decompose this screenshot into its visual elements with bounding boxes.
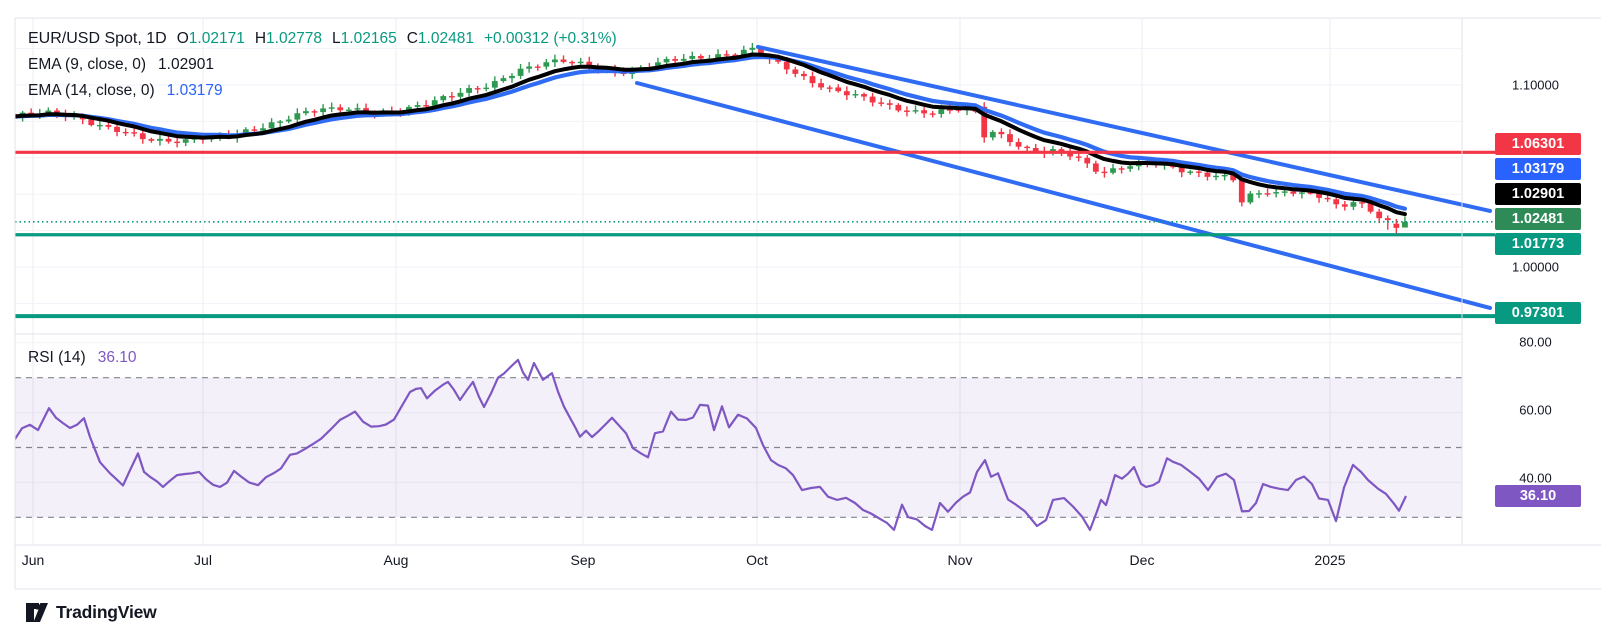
close-value: 1.02481 (417, 30, 474, 47)
time-axis-label-jul: Jul (194, 552, 212, 568)
ema9-label: EMA (9, close, 0) (28, 56, 147, 73)
ema14-label: EMA (14, close, 0) (28, 82, 155, 99)
time-axis-label-sep: Sep (570, 552, 596, 568)
ema14-line (15, 54, 1407, 211)
ema9-legend: EMA (9, close, 0) 1.02901 (28, 56, 214, 74)
ema14-legend: EMA (14, close, 0) 1.03179 (28, 82, 223, 100)
price-levels[interactable] (15, 150, 1495, 319)
symbol-legend: EUR/USD Spot, 1D O1.02171 H1.02778 L1.02… (28, 30, 617, 48)
price-badge: 1.02901 (1495, 183, 1581, 205)
channel-upper-trendline (756, 44, 1492, 213)
rsi-label: RSI (14) (28, 349, 86, 366)
tradingview-brand-text: TradingView (56, 602, 157, 622)
time-axis-label-jun: Jun (21, 552, 45, 568)
change-value: +0.00312 (+0.31%) (483, 30, 617, 47)
rsi-axis-label: 60.00 (1519, 402, 1552, 418)
close-label: C1.02481 (406, 30, 474, 47)
price-badge: 1.03179 (1495, 158, 1581, 180)
time-axis-label-nov: Nov (947, 552, 973, 568)
price-badge: 0.97301 (1495, 302, 1581, 324)
rsi-axis-label: 80.00 (1519, 334, 1552, 350)
rsi-line (15, 358, 1407, 531)
low-label: L1.02165 (332, 30, 397, 47)
tradingview-logo-icon (26, 603, 48, 622)
rsi-legend: RSI (14) 36.10 (28, 349, 137, 367)
open-label: O1.02171 (176, 30, 245, 47)
price-axis-label: 1.00000 (1512, 259, 1559, 275)
symbol-title: EUR/USD Spot, 1D (28, 30, 167, 47)
rsi-value: 36.10 (97, 349, 137, 366)
time-axis-label-2025: 2025 (1314, 552, 1346, 568)
channel-lower-trendline (635, 80, 1492, 310)
rsi-axis-label: 40.00 (1519, 470, 1552, 486)
time-axis-label-aug: Aug (383, 552, 409, 568)
ema9-value: 1.02901 (158, 56, 215, 73)
price-axis-label: 1.10000 (1512, 77, 1559, 93)
ema9-line (15, 52, 1407, 217)
rsi-value-badge: 36.10 (1495, 485, 1581, 507)
panel-borders (14, 17, 1601, 590)
low-value: 1.02165 (340, 30, 397, 47)
tradingview-attribution[interactable]: TradingView (26, 602, 157, 623)
trend-channel[interactable] (635, 44, 1492, 310)
time-axis-label-dec: Dec (1129, 552, 1155, 568)
open-value: 1.02171 (188, 30, 245, 47)
price-badge: 1.02481 (1495, 208, 1581, 230)
price-badge: 1.01773 (1495, 233, 1581, 255)
rsi-band (15, 377, 1462, 518)
ema14-value: 1.03179 (166, 82, 223, 99)
time-axis-label-oct: Oct (746, 552, 768, 568)
high-value: 1.02778 (266, 30, 323, 47)
price-badge: 1.06301 (1495, 133, 1581, 155)
high-label: H1.02778 (254, 30, 323, 47)
